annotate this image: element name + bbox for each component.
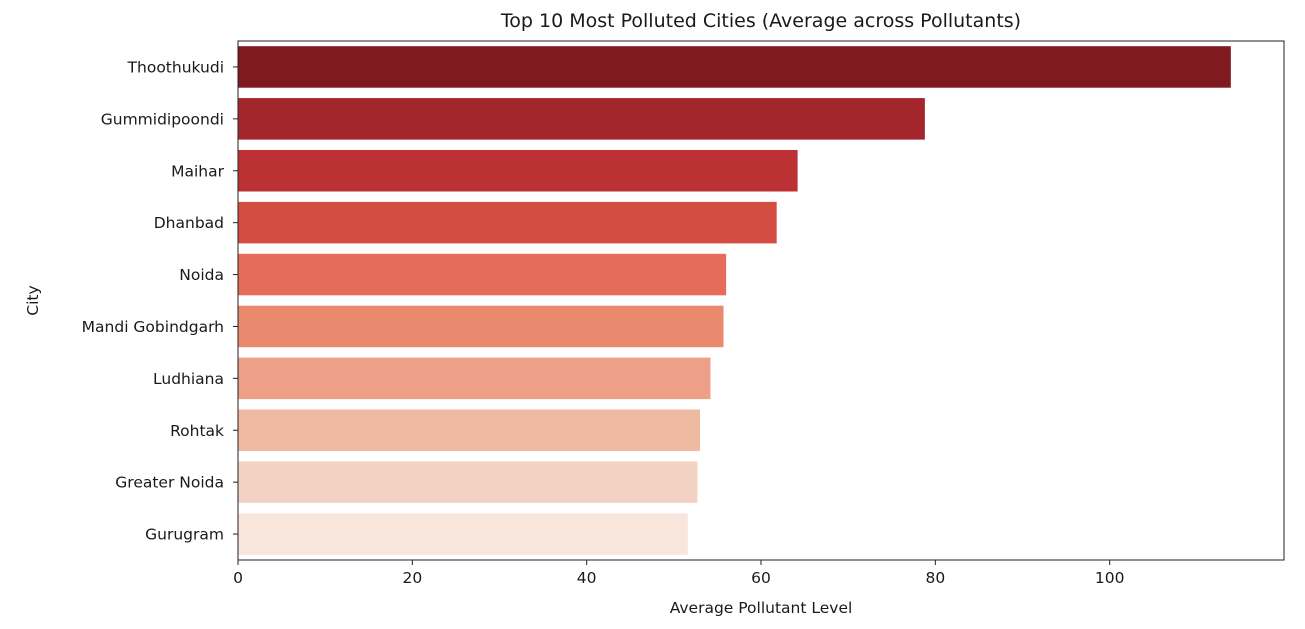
x-axis-ticks: 0 20 40 60 80 100 — [233, 560, 1124, 587]
bar-gurugram — [238, 513, 688, 555]
y-tick-label: Thoothukudi — [127, 58, 224, 76]
y-tick-label: Ludhiana — [153, 370, 224, 388]
bars-group — [238, 46, 1231, 555]
x-tick-label: 100 — [1095, 569, 1125, 587]
bar-dhanbad — [238, 201, 777, 244]
bar-thoothukudi — [238, 46, 1231, 88]
x-tick-label: 60 — [751, 569, 771, 587]
x-tick-label: 80 — [925, 569, 945, 587]
bar-noida — [238, 253, 727, 296]
y-tick-label: Gummidipoondi — [101, 110, 224, 128]
y-tick-label: Rohtak — [170, 422, 224, 440]
y-tick-label: Maihar — [171, 162, 225, 180]
y-tick-label: Mandi Gobindgarh — [82, 318, 224, 336]
bar-rohtak — [238, 409, 700, 452]
y-tick-label: Greater Noida — [115, 474, 224, 492]
x-tick-label: 0 — [233, 569, 243, 587]
y-tick-label: Dhanbad — [154, 214, 224, 232]
x-axis-label: Average Pollutant Level — [670, 599, 853, 617]
y-tick-label: Noida — [179, 266, 224, 284]
bar-gummidipoondi — [238, 98, 925, 140]
bar-ludhiana — [238, 357, 711, 400]
bar-mandi-gobindgarh — [238, 305, 724, 348]
chart-title: Top 10 Most Polluted Cities (Average acr… — [500, 10, 1021, 32]
bar-maihar — [238, 149, 798, 192]
y-axis-label: City — [24, 285, 42, 315]
x-tick-label: 20 — [402, 569, 422, 587]
y-tick-label: Gurugram — [145, 526, 224, 544]
y-axis-ticks: Thoothukudi Gummidipoondi Maihar Dhanbad Noi… — [82, 58, 238, 544]
bar-greater-noida — [238, 461, 698, 503]
plot-frame — [237, 40, 1285, 561]
x-tick-label: 40 — [577, 569, 597, 587]
